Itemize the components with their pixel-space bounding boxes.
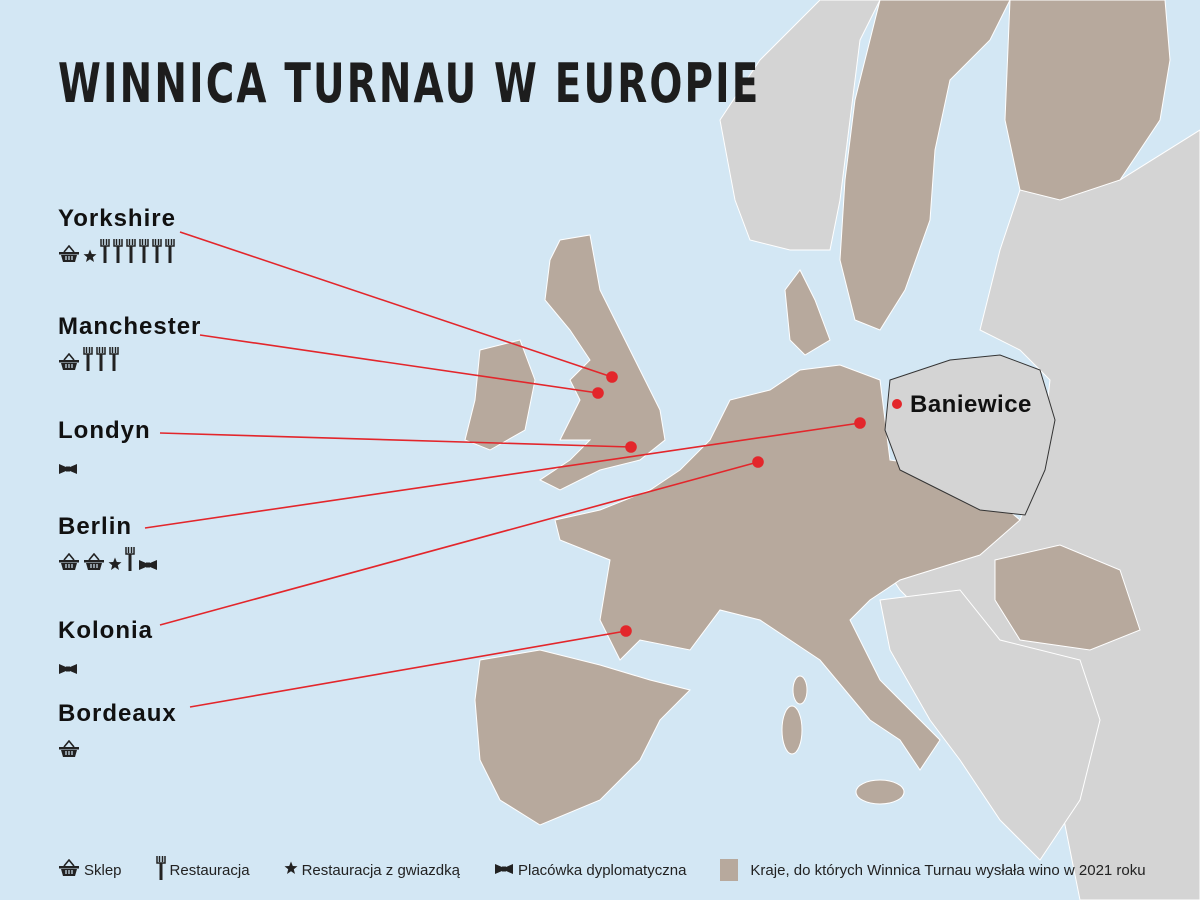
location-pin <box>752 456 764 468</box>
poland <box>884 354 1056 516</box>
location-name: Bordeaux <box>58 700 177 727</box>
legend-diplomatic: Placówka dyplomatyczna <box>518 861 687 879</box>
location-bordeaux: Bordeaux <box>58 700 177 758</box>
pointer-line <box>179 231 613 378</box>
location-icons <box>58 453 151 475</box>
baniewice-pin <box>892 399 902 409</box>
baniewice-label: Baniewice <box>910 391 1032 418</box>
location-icons <box>58 736 177 758</box>
bowtie-icon <box>58 663 78 675</box>
fork-icon <box>126 239 136 263</box>
fork-icon <box>100 239 110 263</box>
basket-icon <box>58 352 80 371</box>
bowtie-icon <box>494 862 514 879</box>
star-icon <box>83 249 97 263</box>
corsica <box>792 675 808 705</box>
pointer-line <box>159 432 632 448</box>
location-kolonia: Kolonia <box>58 617 153 675</box>
location-pin <box>592 387 604 399</box>
pointer-line <box>199 334 599 394</box>
location-pin <box>620 625 632 637</box>
fork-icon <box>139 239 149 263</box>
location-icons <box>58 653 153 675</box>
bowtie-icon <box>58 463 78 475</box>
sardinia <box>781 705 803 755</box>
sicily <box>855 779 905 805</box>
norway <box>719 0 881 251</box>
location-manchester: Manchester <box>58 313 201 371</box>
location-name: Berlin <box>58 513 133 540</box>
basket-icon <box>58 858 80 881</box>
location-name: Londyn <box>58 417 151 444</box>
star-icon <box>284 861 298 879</box>
location-pin <box>606 371 618 383</box>
balkans <box>879 589 1101 861</box>
location-icons <box>58 347 201 371</box>
finland <box>1004 0 1171 201</box>
location-name: Kolonia <box>58 617 153 644</box>
pointer-line <box>159 461 759 626</box>
fork-icon <box>96 347 106 371</box>
fork-icon <box>83 347 93 371</box>
star-icon <box>108 557 122 571</box>
basket-icon <box>58 244 80 263</box>
iberia <box>474 649 691 826</box>
bowtie-icon <box>138 559 158 571</box>
basket-icon <box>83 552 105 571</box>
fork-icon <box>109 347 119 371</box>
ireland <box>464 339 536 451</box>
basket-icon <box>58 739 80 758</box>
great-britain <box>539 234 666 491</box>
location-londyn: Londyn <box>58 417 151 475</box>
location-berlin: Berlin <box>58 513 158 571</box>
legend-restaurant: Restauracja <box>169 861 250 879</box>
sweden <box>839 0 1011 331</box>
legend-shop: Sklep <box>84 861 122 879</box>
location-pin <box>625 441 637 453</box>
location-name: Manchester <box>58 313 202 340</box>
legend-star-restaurant: Restauracja z gwiazdką <box>301 861 460 879</box>
basket-icon <box>58 552 80 571</box>
location-yorkshire: Yorkshire <box>58 205 176 263</box>
shipped-countries-swatch <box>720 859 739 881</box>
location-icons <box>58 547 158 571</box>
pointer-line <box>189 630 627 708</box>
fork-icon <box>125 547 135 571</box>
location-icons <box>58 239 176 263</box>
location-name: Yorkshire <box>58 205 176 232</box>
fork-icon <box>113 239 123 263</box>
fork-icon <box>155 856 166 884</box>
fork-icon <box>152 239 162 263</box>
denmark <box>784 269 831 356</box>
pointer-line <box>144 422 861 529</box>
legend-countries: Kraje, do których Winnica Turnau wysłała… <box>750 861 1146 879</box>
location-pin <box>854 417 866 429</box>
legend: Sklep Restauracja Restauracja z gwiazdką… <box>58 856 1180 884</box>
page-title: WINNICA TURNAU W EUROPIE <box>58 52 761 115</box>
romania <box>994 544 1141 651</box>
fork-icon <box>165 239 175 263</box>
